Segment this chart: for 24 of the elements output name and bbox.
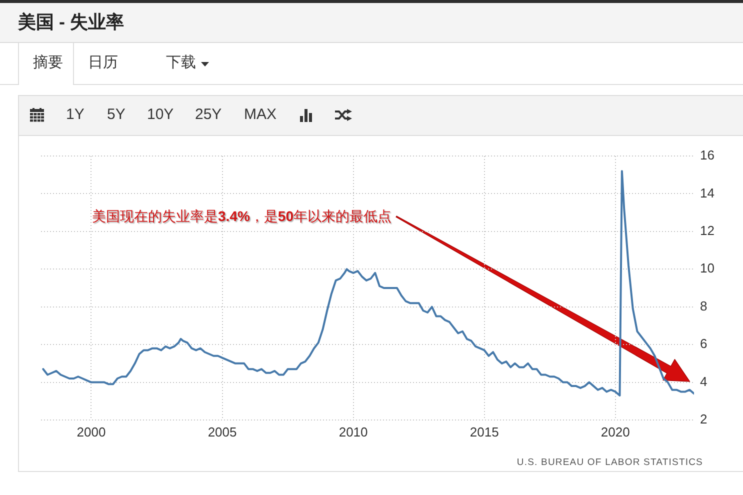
x-tick-label: 2005 bbox=[208, 424, 237, 440]
x-tick-label: 2020 bbox=[600, 424, 630, 440]
y-tick-label: 10 bbox=[700, 260, 714, 276]
x-tick-label: 2000 bbox=[76, 424, 106, 440]
y-tick-label: 14 bbox=[700, 185, 714, 200]
text: MAX bbox=[244, 105, 277, 125]
chart-title: 美国 - 失业率 bbox=[18, 11, 124, 33]
y-tick-label: 8 bbox=[700, 298, 708, 314]
text: 摘要 bbox=[33, 53, 63, 73]
text: 1Y bbox=[66, 105, 84, 125]
text: 25Y bbox=[195, 105, 222, 125]
text: 下载 bbox=[166, 53, 196, 73]
y-tick-label: 16 bbox=[700, 148, 714, 163]
y-tick-label: 2 bbox=[700, 412, 708, 427]
text: U.S. BUREAU OF LABOR STATISTICS bbox=[516, 457, 703, 469]
x-tick-label: 2010 bbox=[338, 424, 368, 440]
text: 10Y bbox=[147, 105, 174, 125]
y-tick-label: 6 bbox=[700, 336, 708, 352]
y-tick-label: 4 bbox=[700, 374, 708, 389]
annotation: 美国现在的失业率是3.4%，是50年以来的最低点 bbox=[92, 208, 392, 224]
y-tick-label: 12 bbox=[700, 223, 714, 238]
text: 日历 bbox=[88, 53, 118, 73]
x-tick-label: 2015 bbox=[470, 424, 499, 440]
text: 5Y bbox=[107, 105, 126, 125]
